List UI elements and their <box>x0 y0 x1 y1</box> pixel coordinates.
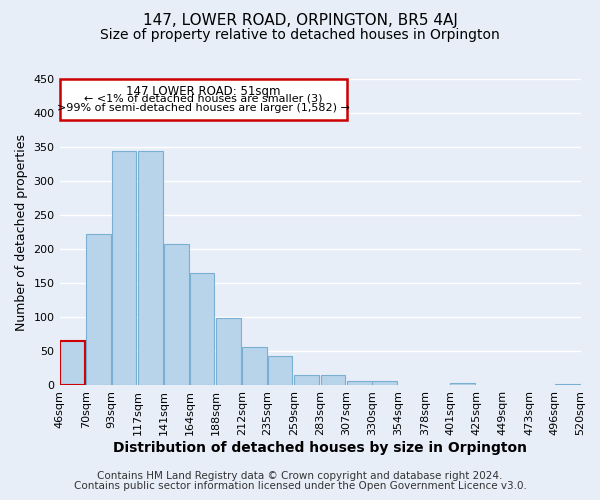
Text: 147, LOWER ROAD, ORPINGTON, BR5 4AJ: 147, LOWER ROAD, ORPINGTON, BR5 4AJ <box>143 12 457 28</box>
Bar <box>60 341 85 386</box>
Bar <box>138 150 163 386</box>
Text: Contains public sector information licensed under the Open Government Licence v3: Contains public sector information licen… <box>74 481 526 491</box>
Bar <box>294 374 319 386</box>
Bar <box>190 273 214 386</box>
Bar <box>372 380 397 386</box>
Bar <box>112 150 136 386</box>
Bar <box>320 375 345 386</box>
Text: Contains HM Land Registry data © Crown copyright and database right 2024.: Contains HM Land Registry data © Crown c… <box>97 471 503 481</box>
Text: Size of property relative to detached houses in Orpington: Size of property relative to detached ho… <box>100 28 500 42</box>
Y-axis label: Number of detached properties: Number of detached properties <box>15 134 28 330</box>
Bar <box>216 318 241 386</box>
Bar <box>555 384 580 386</box>
Text: 147 LOWER ROAD: 51sqm: 147 LOWER ROAD: 51sqm <box>126 85 280 98</box>
Bar <box>86 234 111 386</box>
Bar <box>268 356 292 386</box>
Text: ← <1% of detached houses are smaller (3): ← <1% of detached houses are smaller (3) <box>84 94 322 104</box>
X-axis label: Distribution of detached houses by size in Orpington: Distribution of detached houses by size … <box>113 441 527 455</box>
Bar <box>242 346 267 386</box>
Bar <box>164 244 189 386</box>
Text: >99% of semi-detached houses are larger (1,582) →: >99% of semi-detached houses are larger … <box>56 103 350 113</box>
Bar <box>451 384 475 386</box>
Bar <box>59 79 347 120</box>
Bar <box>347 380 371 386</box>
